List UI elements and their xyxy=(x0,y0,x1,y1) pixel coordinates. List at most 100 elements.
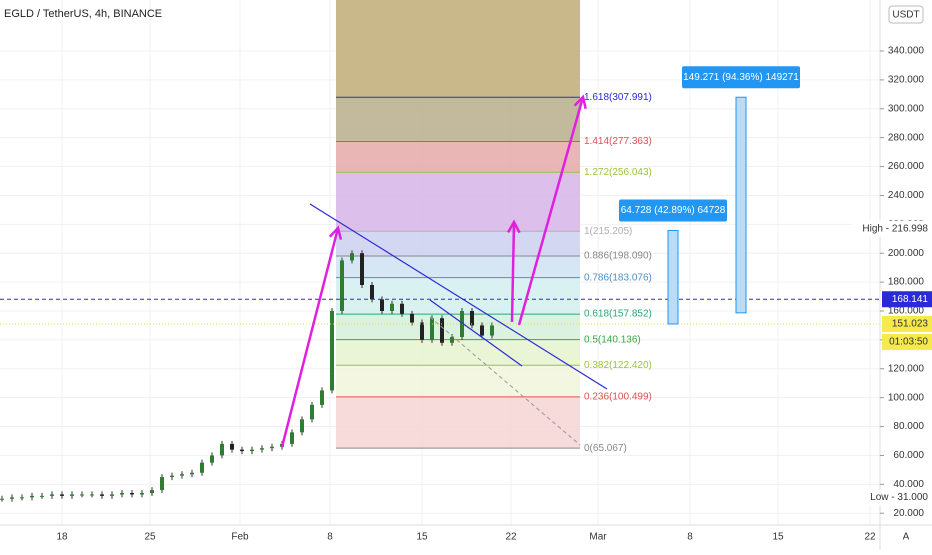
time-tick-label: 22 xyxy=(505,532,517,543)
time-tick-label: Mar xyxy=(589,532,607,543)
time-tick-label: 18 xyxy=(56,532,68,543)
time-tick-label: Feb xyxy=(231,532,249,543)
drawing-line xyxy=(429,299,523,367)
price-tag xyxy=(852,220,932,237)
candle xyxy=(90,494,94,496)
candle xyxy=(440,318,444,343)
fib-zone xyxy=(336,365,580,397)
price-tick-label: 20.000 xyxy=(893,508,924,519)
plot: 64.728 (42.89%) 64728 149.271 (94.36%) 14… xyxy=(0,66,880,502)
candle xyxy=(250,449,254,452)
price-tick-label: 180.000 xyxy=(888,277,925,288)
candle xyxy=(110,494,114,496)
candle xyxy=(50,494,54,496)
price-tick-label: 120.000 xyxy=(888,363,925,374)
candle xyxy=(200,462,204,473)
fib-label: 1.272(256.043) xyxy=(584,167,652,178)
candle xyxy=(320,390,324,405)
fib-label: 1.618(307.991) xyxy=(584,92,652,103)
fib-label: 0(65.067) xyxy=(584,443,627,454)
candle xyxy=(270,446,274,449)
candle xyxy=(190,472,194,475)
candle xyxy=(330,310,334,391)
time-tick-label: 15 xyxy=(772,532,784,543)
price-tick-label: 260.000 xyxy=(888,161,925,172)
candle xyxy=(150,490,154,493)
price-tick-label: 80.000 xyxy=(893,421,924,432)
price-tick-label: 40.000 xyxy=(893,479,924,490)
arrow-head xyxy=(506,219,521,234)
arrow-head xyxy=(328,225,343,240)
drawing-line xyxy=(429,316,581,446)
fib-zone xyxy=(336,314,580,340)
arrow-head xyxy=(573,94,587,109)
candle xyxy=(160,477,164,491)
fib-zone xyxy=(336,172,580,232)
fib-zone xyxy=(336,0,580,98)
price-tag xyxy=(882,315,932,332)
fib-label: 0.5(140.136) xyxy=(584,334,641,345)
auto-scale-button[interactable]: A xyxy=(903,532,910,543)
price-tick-label: 240.000 xyxy=(888,190,925,201)
candle xyxy=(420,322,424,340)
currency[interactable]: USDT xyxy=(892,10,919,21)
time-tick-label: 15 xyxy=(416,532,428,543)
time-tick-label: 8 xyxy=(327,532,333,543)
candle xyxy=(210,455,214,463)
drawing-line xyxy=(280,227,340,448)
candle xyxy=(240,449,244,452)
candle xyxy=(40,495,44,497)
candle xyxy=(220,443,224,456)
candle xyxy=(300,419,304,433)
measure-box xyxy=(682,66,800,89)
measure-range xyxy=(667,229,679,325)
time-tick-label: 8 xyxy=(687,532,693,543)
candle xyxy=(470,310,474,326)
measure-range xyxy=(735,96,747,314)
fib-label: 1(215.205) xyxy=(584,226,632,237)
fib-label: 1.414(277.363) xyxy=(584,136,652,147)
chart-title: EGLD / TetherUS, 4h, BINANCE xyxy=(4,8,162,20)
candle xyxy=(430,318,434,340)
candle xyxy=(80,494,84,496)
time-tick-label: 22 xyxy=(864,532,876,543)
fib-label: 0.786(183.076) xyxy=(584,272,652,283)
measure-label: 64.728 (42.89%) 64728 xyxy=(621,205,726,216)
price-tick-label: 300.000 xyxy=(888,103,925,114)
candle xyxy=(400,303,404,314)
price-tick-label: 280.000 xyxy=(888,132,925,143)
candle xyxy=(10,497,14,499)
countdown: 01:03:50 xyxy=(889,337,928,348)
drawing-line xyxy=(517,96,585,326)
measure-label: 149.271 (94.36%) 149271 xyxy=(683,72,799,83)
candle xyxy=(230,443,234,450)
fib-label: 0.382(122.420) xyxy=(584,360,652,371)
candle xyxy=(340,260,344,311)
price-tag-label: Low - 31.000 xyxy=(870,492,928,503)
candle xyxy=(60,494,64,496)
candle xyxy=(450,336,454,343)
price-tag xyxy=(882,291,932,308)
candle xyxy=(380,299,384,311)
fib-label: 0.236(100.499) xyxy=(584,392,652,403)
candle xyxy=(130,492,134,495)
fib-zone xyxy=(336,97,580,142)
time-tick-label: 25 xyxy=(144,532,156,543)
candle xyxy=(410,313,414,323)
candle xyxy=(70,494,74,496)
drawing-line xyxy=(510,221,516,323)
price-tick-label: 200.000 xyxy=(888,248,925,259)
candle xyxy=(370,284,374,300)
candle xyxy=(0,498,4,500)
candle xyxy=(310,404,314,420)
price-tick-label: 160.000 xyxy=(888,306,925,317)
candle xyxy=(480,325,484,336)
candle xyxy=(390,303,394,311)
price-tick-label: 320.000 xyxy=(888,75,925,86)
price-tag xyxy=(855,489,932,506)
currency-button[interactable] xyxy=(888,5,924,24)
candle xyxy=(100,494,104,496)
candle xyxy=(140,492,144,495)
fib-zone xyxy=(336,141,580,173)
